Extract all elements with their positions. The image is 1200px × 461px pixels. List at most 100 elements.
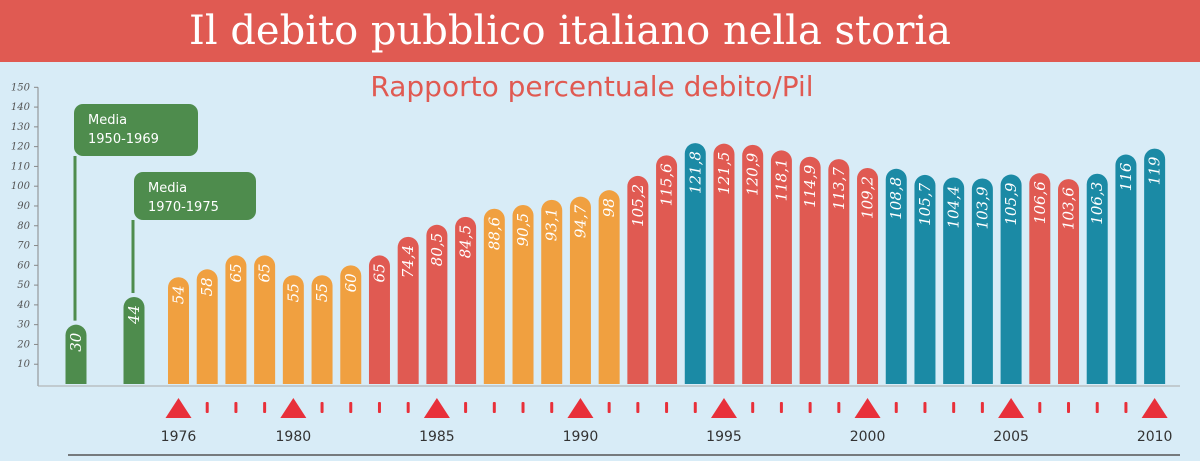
bar-1987 bbox=[483, 208, 505, 384]
average-callout-label: Media bbox=[88, 113, 127, 128]
year-marker-tick bbox=[837, 402, 841, 413]
year-marker-tick bbox=[464, 402, 468, 413]
average-callout-box bbox=[74, 104, 198, 156]
bar-value-label: 121,5 bbox=[715, 152, 733, 195]
year-marker-tick bbox=[1038, 402, 1042, 413]
bar-value-label: 106,6 bbox=[1031, 181, 1049, 224]
y-tick-label: 100 bbox=[11, 181, 31, 192]
bar-value-label: 93,1 bbox=[543, 208, 561, 241]
bar-value-label: 65 bbox=[256, 263, 274, 282]
average-bar-label: 30 bbox=[67, 332, 85, 352]
year-marker-triangle bbox=[567, 398, 594, 418]
bar-2007 bbox=[1058, 179, 1080, 384]
bar-2009 bbox=[1115, 154, 1137, 384]
y-tick-label: 40 bbox=[16, 300, 30, 311]
bar-1986 bbox=[455, 216, 477, 384]
year-marker-tick bbox=[751, 402, 755, 413]
bar-value-label: 116 bbox=[1117, 162, 1135, 191]
bar-value-label: 74,4 bbox=[399, 245, 417, 278]
x-tick-label: 2005 bbox=[993, 429, 1029, 445]
bar-1992 bbox=[627, 175, 649, 384]
bar-1989 bbox=[541, 199, 563, 384]
average-callout-period: 1970-1975 bbox=[148, 200, 219, 215]
main-title: Il debito pubblico italiano nella storia bbox=[189, 8, 951, 54]
bar-2008 bbox=[1086, 173, 1108, 384]
year-marker-tick bbox=[693, 402, 697, 413]
average-bar-label: 44 bbox=[125, 305, 143, 325]
bar-2001 bbox=[885, 168, 907, 384]
year-marker-tick bbox=[205, 402, 209, 413]
y-tick-label: 20 bbox=[16, 339, 30, 350]
bar-1980 bbox=[282, 275, 304, 384]
year-marker-tick bbox=[234, 402, 238, 413]
y-tick-label: 10 bbox=[17, 359, 30, 370]
bar-1995 bbox=[713, 143, 735, 384]
y-tick-label: 60 bbox=[17, 260, 30, 271]
bar-value-label: 120,9 bbox=[744, 152, 762, 195]
bar-value-label: 121,8 bbox=[686, 151, 704, 194]
bar-1993 bbox=[656, 155, 678, 384]
bar-1998 bbox=[799, 156, 821, 384]
year-marker-tick bbox=[349, 402, 353, 413]
bar-value-label: 65 bbox=[227, 263, 245, 282]
bar-value-label: 104,4 bbox=[945, 185, 963, 228]
year-marker-tick bbox=[320, 402, 324, 413]
year-marker-tick bbox=[607, 402, 611, 413]
bar-value-label: 105,9 bbox=[1002, 182, 1020, 225]
year-marker-triangle bbox=[1141, 398, 1168, 418]
year-marker-tick bbox=[492, 402, 496, 413]
bar-1988 bbox=[512, 204, 534, 384]
bar-value-label: 109,2 bbox=[859, 176, 877, 219]
year-marker-tick bbox=[808, 402, 812, 413]
y-tick-label: 120 bbox=[11, 142, 31, 153]
year-marker-triangle bbox=[423, 398, 450, 418]
y-tick-label: 80 bbox=[17, 221, 30, 232]
y-tick-label: 130 bbox=[11, 122, 31, 133]
average-callout-label: Media bbox=[148, 181, 187, 196]
y-tick-label: 50 bbox=[17, 280, 30, 291]
bar-1999 bbox=[828, 159, 850, 384]
bar-value-label: 115,6 bbox=[658, 163, 676, 206]
title-band bbox=[0, 0, 1200, 62]
year-marker-triangle bbox=[854, 398, 881, 418]
bar-2010 bbox=[1144, 148, 1166, 384]
bar-2003 bbox=[943, 177, 965, 384]
bar-value-label: 119 bbox=[1146, 156, 1164, 185]
bar-2004 bbox=[971, 178, 993, 384]
year-marker-triangle bbox=[998, 398, 1025, 418]
year-marker-tick bbox=[779, 402, 783, 413]
bar-value-label: 113,7 bbox=[830, 167, 848, 210]
average-callout-box bbox=[134, 172, 256, 220]
year-marker-tick bbox=[980, 402, 984, 413]
bars: 54 58 65 65 55 55 60 65 74,4 80,5 84,5 88,6 90,5 93,1… bbox=[168, 143, 1166, 384]
bar-value-label: 105,7 bbox=[916, 182, 934, 225]
year-marker-tick bbox=[263, 402, 267, 413]
bar-value-label: 114,9 bbox=[801, 164, 819, 207]
bar-value-label: 118,1 bbox=[772, 158, 790, 201]
bar-1994 bbox=[684, 143, 706, 384]
bar-value-label: 98 bbox=[600, 198, 618, 217]
bar-1983 bbox=[368, 255, 390, 384]
bar-value-label: 103,6 bbox=[1060, 187, 1078, 230]
y-tick-label: 110 bbox=[11, 161, 31, 172]
x-tick-label: 2010 bbox=[1137, 429, 1173, 445]
y-tick-label: 140 bbox=[11, 102, 31, 113]
average-bar bbox=[65, 324, 87, 384]
y-tick-label: 90 bbox=[17, 201, 30, 212]
y-axis: 10 20 30 40 50 60 70 80 90 100 110 120 130 140 150 bbox=[11, 82, 1180, 387]
bar-value-label: 55 bbox=[313, 283, 331, 302]
y-tick-label: 30 bbox=[17, 320, 30, 331]
bar-1981 bbox=[311, 275, 333, 384]
bar-1996 bbox=[742, 144, 764, 384]
bar-1997 bbox=[770, 150, 792, 384]
bar-value-label: 108,8 bbox=[887, 177, 905, 220]
x-tick-label: 1976 bbox=[161, 429, 197, 445]
year-marker-tick bbox=[1124, 402, 1128, 413]
year-marker-tick bbox=[665, 402, 669, 413]
y-tick-label: 70 bbox=[17, 241, 30, 252]
average-bar bbox=[123, 296, 145, 384]
bar-value-label: 105,2 bbox=[629, 184, 647, 227]
bar-value-label: 106,3 bbox=[1088, 182, 1106, 225]
bar-value-label: 88,6 bbox=[485, 216, 503, 250]
